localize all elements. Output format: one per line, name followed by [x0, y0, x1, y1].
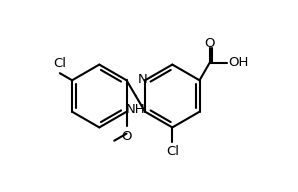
Text: O: O — [121, 130, 132, 142]
Text: OH: OH — [228, 56, 248, 69]
Text: O: O — [204, 36, 215, 50]
Text: Cl: Cl — [166, 145, 179, 158]
Text: Cl: Cl — [53, 56, 66, 70]
Text: NH: NH — [126, 103, 146, 116]
Text: N: N — [138, 73, 147, 86]
